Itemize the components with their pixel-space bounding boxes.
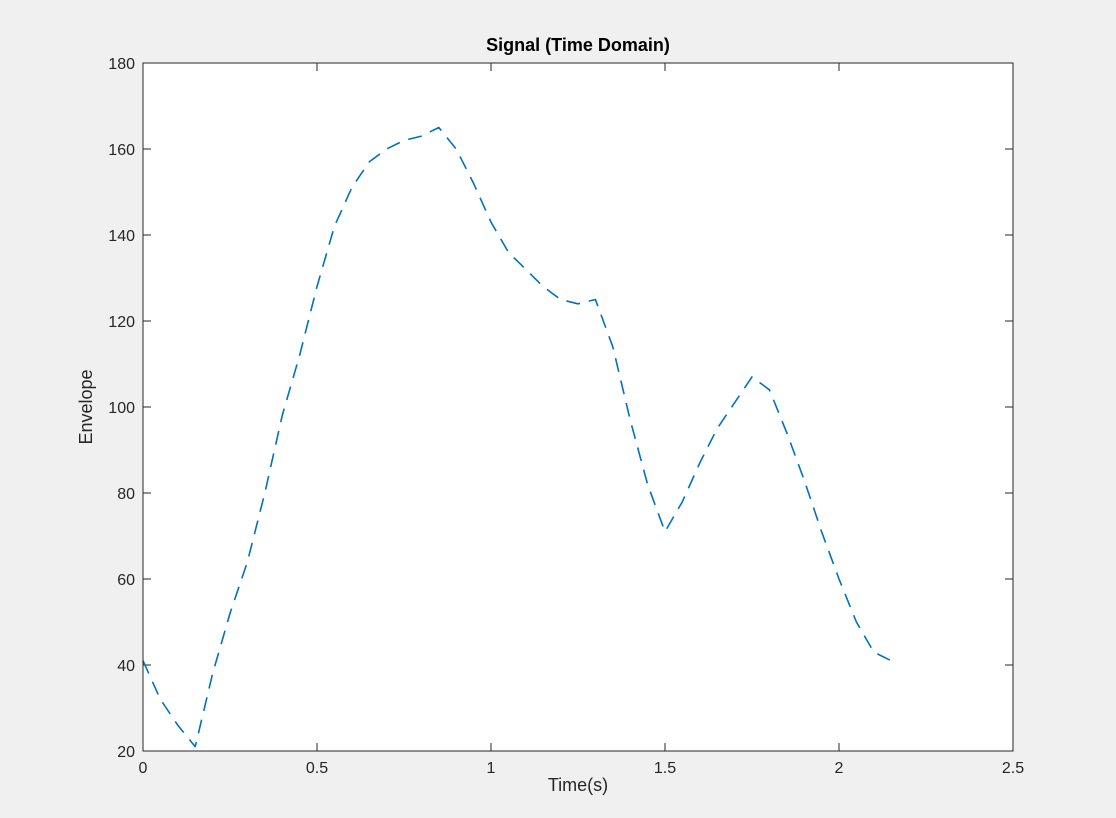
- y-tick-label: 140: [108, 228, 135, 245]
- axes-box: [142, 62, 1014, 752]
- series-layer: [142, 126, 892, 748]
- y-tick-label: 180: [108, 56, 135, 73]
- x-tick-label: 2: [835, 760, 844, 777]
- y-tick-label: 100: [108, 400, 135, 417]
- x-tick-label: 1.5: [654, 760, 676, 777]
- x-tick-label: 0: [139, 760, 148, 777]
- y-tick-label: 120: [108, 314, 135, 331]
- series-line: [142, 126, 892, 748]
- x-axis-label: Time(s): [548, 775, 608, 795]
- y-ticks: 20 40 60 80 100 120 140 160 180: [108, 56, 1013, 761]
- x-ticks: 0 0.5 1 1.5 2 2.5: [139, 63, 1024, 777]
- y-tick-label: 20: [117, 744, 135, 761]
- y-tick-label: 80: [117, 486, 135, 503]
- y-tick-label: 40: [117, 658, 135, 675]
- plot-area: [143, 63, 1013, 751]
- y-tick-label: 60: [117, 572, 135, 589]
- y-axis-label: Envelope: [76, 369, 96, 444]
- chart-title: Signal (Time Domain): [486, 35, 670, 55]
- x-tick-label: 1: [487, 760, 496, 777]
- x-tick-label: 0.5: [306, 760, 328, 777]
- y-tick-label: 160: [108, 142, 135, 159]
- x-tick-label: 2.5: [1002, 760, 1024, 777]
